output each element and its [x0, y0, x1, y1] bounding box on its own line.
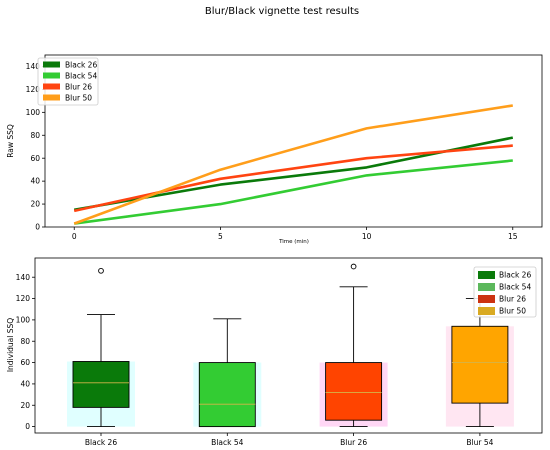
legend-label: Blur 50: [499, 307, 526, 316]
legend-swatch: [478, 283, 495, 291]
plot-frame: [34, 257, 543, 434]
y-tick-label: 80: [30, 131, 40, 140]
box: [325, 362, 383, 421]
y-tick-label: 140: [26, 62, 41, 71]
legend-label: Black 26: [499, 271, 531, 280]
y-tick-label: 120: [16, 294, 31, 303]
legend-swatch: [43, 94, 60, 101]
y-tick-label: 0: [25, 422, 30, 431]
box-plot: Black 26 Black 54 Blur 26 Blur 54 0 20 40 60 80 1…: [6, 257, 543, 447]
y-tick-label: 60: [30, 154, 40, 163]
box: [451, 325, 509, 404]
series-line-blur-26: [73, 144, 513, 213]
outlier-point: [98, 267, 104, 274]
x-tick-label: 15: [508, 232, 518, 241]
legend-label: Blur 26: [65, 83, 92, 92]
y-tick-label: 120: [26, 85, 41, 94]
legend-swatch: [478, 271, 495, 279]
y-tick-label: 80: [20, 337, 30, 346]
y-tick-label: 0: [35, 223, 40, 232]
plot-frame: [44, 54, 543, 228]
legend-label: Black 54: [499, 283, 531, 292]
y-axis-label: Raw SSQ: [6, 124, 15, 158]
legend-swatch: [43, 61, 60, 68]
figure-title: Blur/Black vignette test results: [205, 6, 359, 17]
line-series-group: [73, 104, 514, 225]
y-tick-label: 40: [20, 380, 30, 389]
x-tick-label: 0: [72, 232, 77, 241]
x-tick-label: Blur 54: [466, 438, 493, 447]
legend-swatch: [43, 72, 60, 79]
legend-swatch: [478, 295, 495, 303]
x-tick-label: Black 26: [85, 438, 117, 447]
axes: 0 5 10 15 0 20 40 60 80 100 120 140: [26, 62, 518, 241]
legend-swatch: [43, 83, 60, 90]
box: [72, 361, 130, 408]
box: [198, 362, 256, 428]
outlier-point: [350, 263, 357, 270]
axes: Black 26 Black 54 Blur 26 Blur 54 0 20 40 60 80 1…: [16, 273, 494, 447]
y-tick-label: 60: [20, 358, 30, 367]
legend-swatch: [478, 307, 495, 315]
y-tick-label: 20: [20, 401, 30, 410]
legend-label: Black 26: [65, 61, 97, 70]
legend: Black 26 Black 54 Blur 26 Blur 50: [37, 57, 99, 106]
x-tick-label: 10: [362, 232, 372, 241]
legend-frame: [473, 266, 537, 318]
x-tick-label: Blur 26: [340, 438, 367, 447]
x-axis-label: Time (min): [278, 239, 309, 245]
y-tick-label: 40: [30, 177, 40, 186]
y-tick-label: 100: [16, 315, 31, 324]
y-axis-label: Individual SSQ: [6, 318, 15, 372]
x-tick-label: 5: [218, 232, 223, 241]
legend-label: Black 54: [65, 72, 97, 81]
y-tick-label: 100: [26, 108, 41, 117]
legend: Black 26 Black 54 Blur 26 Blur 50: [473, 266, 537, 318]
legend-label: Blur 26: [499, 295, 526, 304]
y-tick-label: 140: [16, 273, 31, 282]
box-group: [67, 263, 514, 428]
y-tick-label: 20: [30, 200, 40, 209]
legend-label: Blur 50: [65, 94, 92, 103]
series-line-black-54: [74, 159, 513, 225]
x-tick-label: Black 54: [211, 438, 243, 447]
line-chart: 0 5 10 15 0 20 40 60 80 100 120 140 Time (min) Raw …: [6, 54, 543, 245]
legend-frame: [37, 57, 99, 106]
series-line-blur-50: [73, 104, 514, 225]
